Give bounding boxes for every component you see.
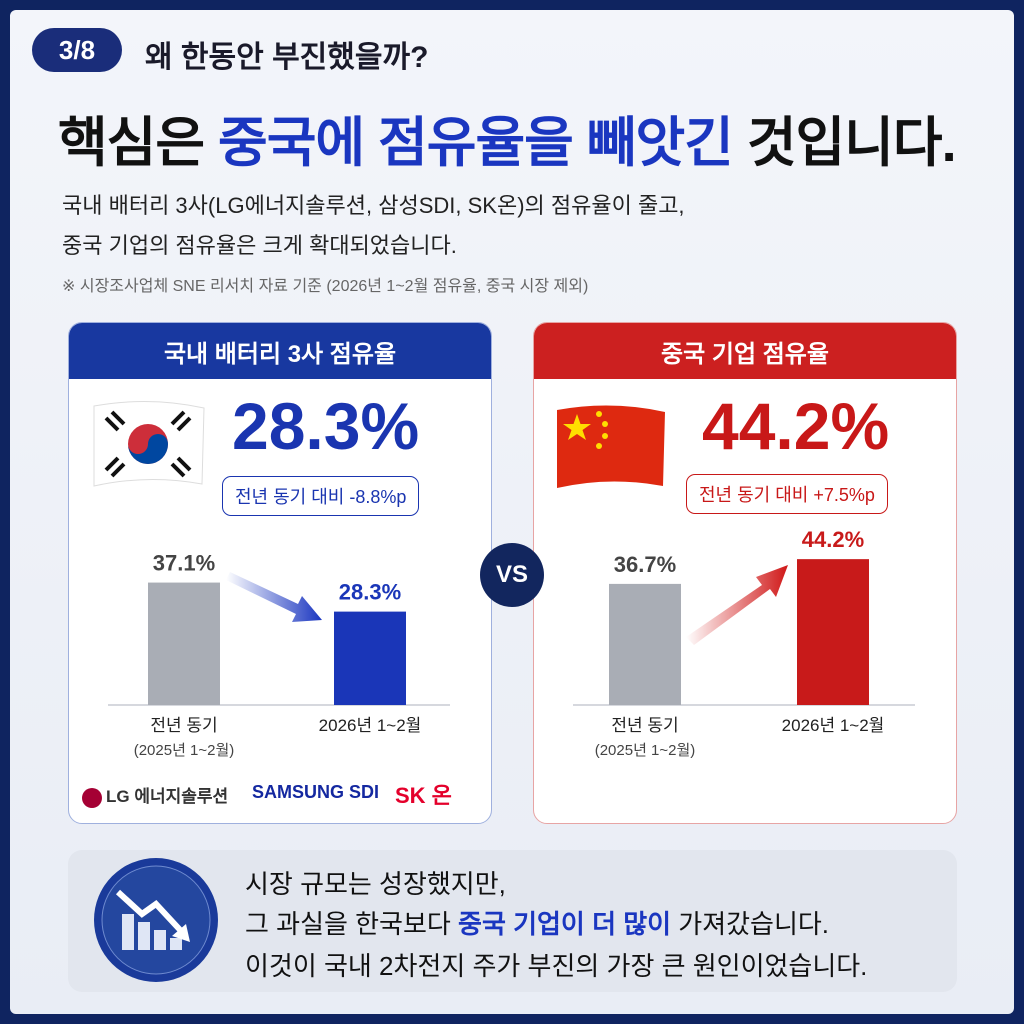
korea-flag <box>93 400 205 487</box>
down-arrow <box>226 572 322 622</box>
footer-text: 그 과실을 한국보다 <box>245 909 459 939</box>
bar <box>334 611 406 705</box>
page-badge: 3/8 <box>32 28 122 72</box>
bar <box>797 559 869 705</box>
footer-text: 가져갔습니다. <box>671 909 830 939</box>
footer-line: 이것이 국내 2차전지 주가 부진의 가장 큰 원인이었습니다. <box>245 951 868 981</box>
question: 왜 한동안 부진했을까? <box>145 41 429 74</box>
chart: 36.7% 전년 동기 (2025년 1~2월) 44.2% 2026년 1~2월 <box>573 530 915 759</box>
bar <box>148 582 220 705</box>
headline-highlight: 중국에 점유율을 빼앗긴 <box>218 113 734 173</box>
headline-text: 핵심은 <box>58 113 219 173</box>
footer-icon <box>94 858 218 982</box>
footer-line: 그 과실을 한국보다 중국 기업이 더 많이 가져갔습니다. <box>245 904 829 941</box>
card-title: 중국 기업 점유율 <box>534 323 956 379</box>
headline: 핵심은 중국에 점유율을 빼앗긴 것입니다. <box>58 98 957 177</box>
bar <box>609 583 681 705</box>
footer-line: 시장 규모는 성장했지만, <box>245 869 506 899</box>
card-title: 국내 배터리 3사 점유율 <box>69 323 491 379</box>
category-label: 전년 동기 <box>611 716 678 735</box>
description: 중국 기업의 점유율은 크게 확대되었습니다. <box>62 233 457 258</box>
category-sublabel: (2025년 1~2월) <box>134 742 235 759</box>
footer-highlight: 중국 기업이 더 많이 <box>458 909 672 939</box>
category-sublabel: (2025년 1~2월) <box>595 742 696 759</box>
korea-change: 전년 동기 대비 -8.8%p <box>222 476 420 516</box>
logo-samsung: SAMSUNG SDI <box>252 782 380 802</box>
china-flag <box>557 405 665 488</box>
korea-share: 28.3% <box>232 389 420 463</box>
value-label: 44.2% <box>802 530 864 552</box>
logo-lg: LG 에너지솔루션 <box>82 782 228 808</box>
note: ※ 시장조사업체 SNE 리서치 자료 기준 (2026년 1~2월 점유율, … <box>62 278 589 295</box>
headline-text: 것입니다. <box>732 113 957 173</box>
vs-badge: VS <box>480 543 544 607</box>
value-label: 36.7% <box>614 552 676 577</box>
description: 국내 배터리 3사(LG에너지솔루션, 삼성SDI, SK온)의 점유율이 줄고… <box>62 193 685 218</box>
china-change: 전년 동기 대비 +7.5%p <box>686 474 888 514</box>
category-label: 2026년 1~2월 <box>782 716 885 735</box>
category-label: 2026년 1~2월 <box>319 716 422 735</box>
logo-sk: SK 온 <box>395 783 452 808</box>
up-arrow <box>686 565 788 645</box>
value-label: 28.3% <box>339 580 401 605</box>
chart: 37.1% 전년 동기 (2025년 1~2월) 28.3% 2026년 1~2월 <box>108 551 450 759</box>
china-share: 44.2% <box>702 389 890 463</box>
logo-text: LG 에너지솔루션 <box>106 787 229 806</box>
value-label: 37.1% <box>153 551 215 576</box>
category-label: 전년 동기 <box>150 716 217 735</box>
